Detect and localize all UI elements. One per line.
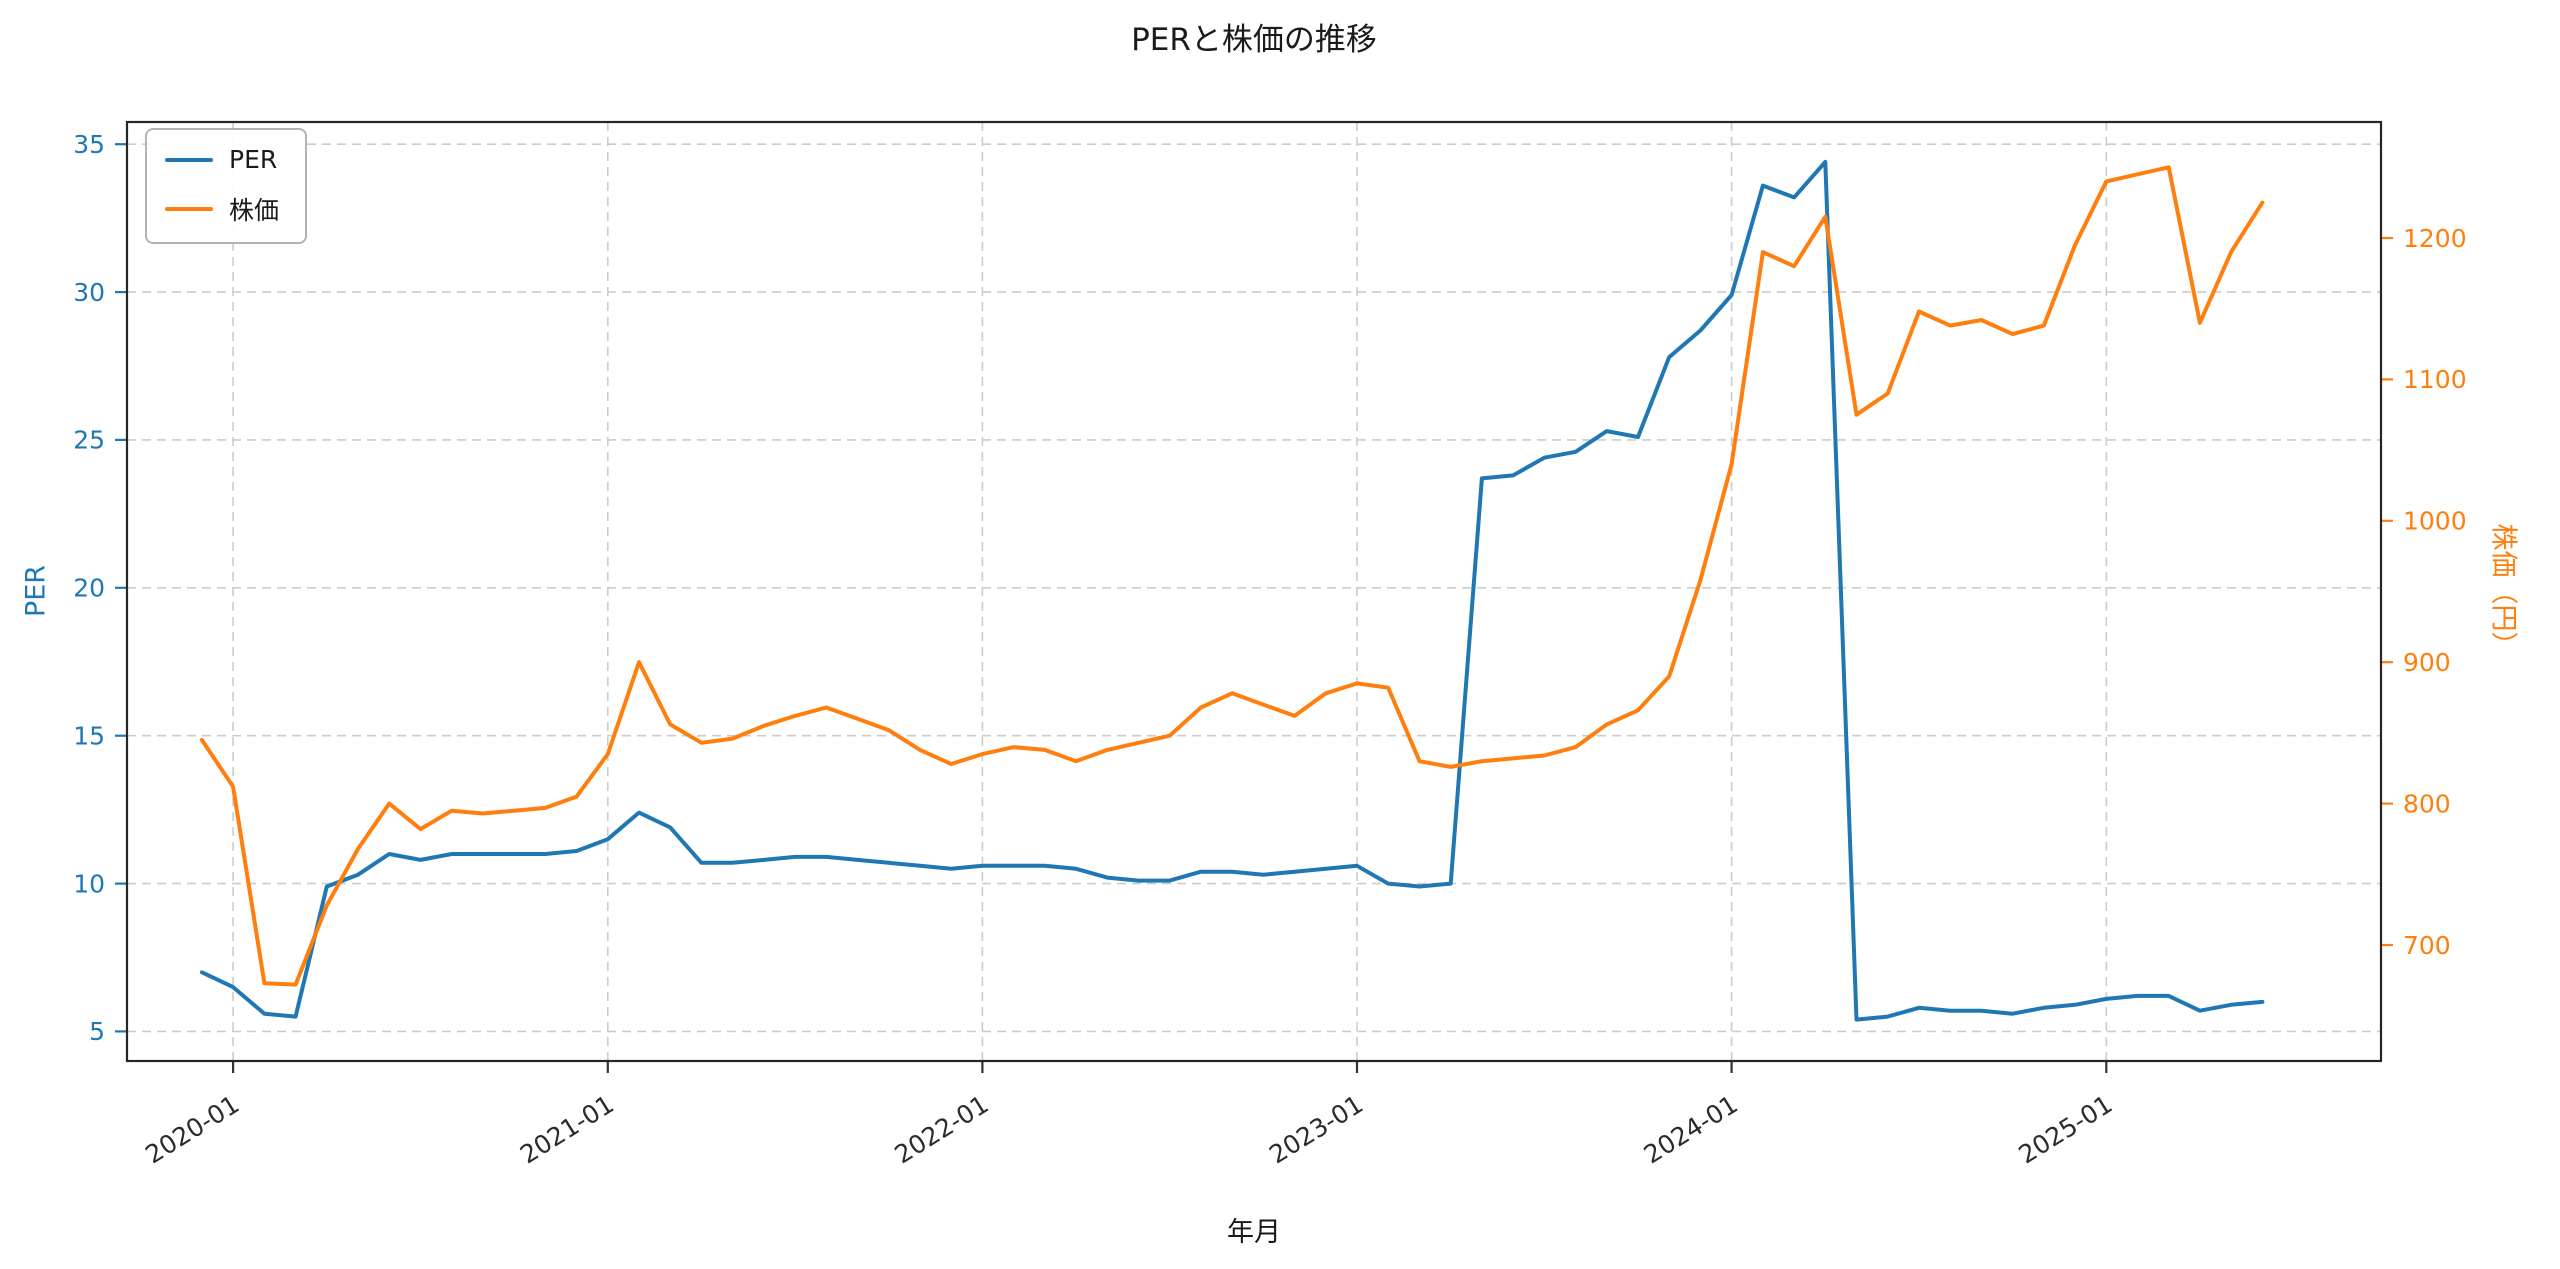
y-left-tick-label: 30 <box>73 278 105 307</box>
plot-frame <box>125 120 2383 1063</box>
y-left-tick-label: 15 <box>73 721 105 750</box>
y-left-tick-label: 35 <box>73 130 105 159</box>
y-right-tick-label: 700 <box>2403 931 2451 960</box>
y-right-tick-label: 1100 <box>2403 365 2467 394</box>
y-right-tick-label: 1200 <box>2403 224 2467 253</box>
legend-item-kabuka: 株価 <box>165 191 279 227</box>
y-left-tick-label: 20 <box>73 574 105 603</box>
y-right-tick-label: 800 <box>2403 789 2451 818</box>
y-left-tick-label: 5 <box>89 1017 105 1046</box>
legend: PER 株価 <box>145 128 308 244</box>
series-line-per <box>199 159 2265 1022</box>
series-line-kabuka <box>199 165 2265 987</box>
legend-label-per: PER <box>229 145 278 174</box>
y-left-tick-label: 10 <box>73 869 105 898</box>
legend-item-per: PER <box>165 145 279 174</box>
x-tick-label: 2024-01 <box>1639 1089 1743 1169</box>
y-left-tick-label: 25 <box>73 426 105 455</box>
x-tick-label: 2023-01 <box>1264 1089 1368 1169</box>
x-tick-label: 2025-01 <box>2014 1089 2118 1169</box>
legend-label-kabuka: 株価 <box>229 196 280 225</box>
x-tick-label: 2022-01 <box>890 1089 994 1169</box>
kabuka-line-swatch <box>165 207 213 211</box>
y-axis-label-left: PER <box>20 564 52 618</box>
x-tick-label: 2020-01 <box>140 1089 244 1169</box>
chart-title: PERと株価の推移 <box>1131 22 1377 58</box>
y-right-tick-label: 900 <box>2403 648 2451 677</box>
y-axis-label-right: 株価（円） <box>2487 523 2519 659</box>
x-axis-label: 年月 <box>1227 1217 1281 1248</box>
per-line-swatch <box>165 157 213 162</box>
y-right-tick-label: 1000 <box>2403 507 2467 536</box>
x-tick-label: 2021-01 <box>515 1089 619 1169</box>
